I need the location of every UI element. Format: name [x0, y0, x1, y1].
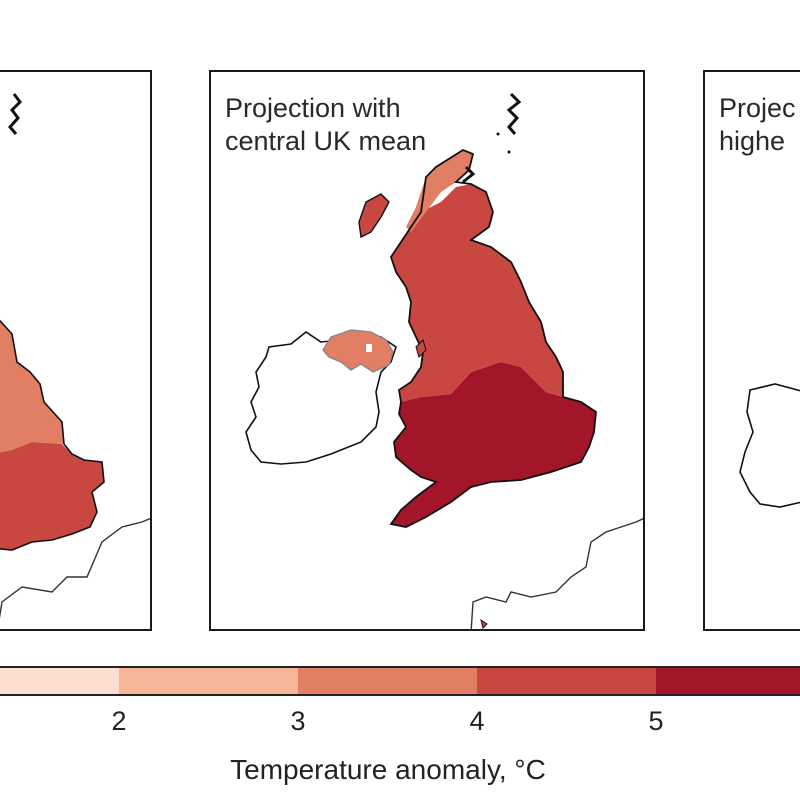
- colorbar-tick-2: 2: [111, 706, 127, 736]
- coastline-france: [0, 517, 150, 619]
- region-western-isles: [358, 193, 390, 239]
- region-scotland-northern-england: [391, 184, 563, 402]
- island-dot: [507, 150, 511, 154]
- region-southern-england: [0, 442, 104, 550]
- colorbar-bin-4: [477, 668, 656, 694]
- region-northern-ireland: [322, 329, 394, 373]
- ni-gap: [366, 344, 372, 352]
- map-panel-center: Projection with central UK mean: [209, 70, 645, 631]
- map-panel-left: [0, 70, 152, 631]
- colorbar: [0, 666, 800, 696]
- panel-title-right: Projec highe: [719, 93, 796, 156]
- uk-map-right: [739, 383, 800, 508]
- uk-map-center: [245, 92, 643, 629]
- coastline-france: [470, 518, 643, 629]
- shetland-islands: [8, 93, 22, 135]
- region-northern-england: [0, 320, 64, 453]
- colorbar-bin-5: [656, 668, 800, 694]
- ireland-outline: [739, 383, 800, 508]
- region-northern-scotland: [406, 150, 473, 232]
- colorbar-bin-1: [0, 668, 119, 694]
- uk-map-left: [0, 93, 150, 619]
- colorbar-bin-2: [119, 668, 298, 694]
- colorbar-tick-4: 4: [469, 706, 485, 736]
- map-panel-right: Projec highe: [703, 70, 800, 631]
- coastline-great-britain: [389, 148, 597, 528]
- colorbar-tick-5: 5: [648, 706, 664, 736]
- colorbar-bin-3: [298, 668, 477, 694]
- region-southern-england-wales: [391, 362, 596, 527]
- channel-islands: [480, 618, 488, 629]
- colorbar-tick-3: 3: [290, 706, 306, 736]
- island-dot: [496, 132, 500, 136]
- colorbar-label: Temperature anomaly, °C: [230, 754, 546, 785]
- coastline-england: [0, 319, 105, 551]
- isle-of-man: [415, 339, 427, 358]
- panel-title-center: Projection with central UK mean: [225, 93, 427, 156]
- shetland-islands: [506, 92, 522, 135]
- orkney-islands: [462, 165, 476, 184]
